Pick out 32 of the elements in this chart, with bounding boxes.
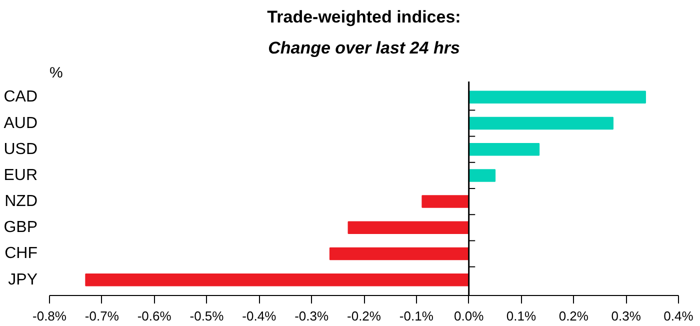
chart-title: Trade-weighted indices: — [267, 8, 461, 26]
bar — [468, 90, 646, 104]
x-tick-label: 0.4% — [664, 308, 694, 324]
x-tick-label: -0.8% — [32, 308, 67, 324]
x-tick-label: 0.3% — [611, 308, 642, 324]
chart-subtitle: Change over last 24 hrs — [268, 38, 460, 58]
x-tick-label: 0.2% — [558, 308, 589, 324]
x-tick-label: -0.2% — [347, 308, 382, 324]
x-tick-label: -0.5% — [190, 308, 224, 324]
x-tick-label: 0.1% — [506, 308, 537, 324]
bar — [348, 221, 470, 234]
x-tick-label: -0.1% — [399, 308, 434, 324]
x-tick-label: -0.6% — [137, 308, 172, 324]
y-axis-title: % — [50, 64, 63, 82]
x-tick-label: 0.0% — [454, 308, 484, 324]
y-tick-label: JPY — [8, 271, 38, 288]
bar — [85, 273, 470, 286]
y-tick-label: AUD — [4, 114, 38, 132]
bar — [468, 169, 496, 182]
bar — [422, 195, 470, 208]
y-tick-label: CAD — [4, 88, 38, 106]
bar — [329, 247, 470, 260]
x-tick-label: -0.3% — [294, 308, 330, 324]
x-tick-label: -0.4% — [242, 308, 277, 324]
bar — [468, 142, 540, 156]
bar — [468, 116, 614, 130]
y-tick-label: GBP — [4, 219, 38, 236]
y-tick-label: NZD — [4, 193, 38, 210]
y-tick-label: EUR — [4, 166, 38, 184]
x-tick-label: -0.7% — [84, 308, 120, 324]
y-tick-label: USD — [4, 140, 38, 158]
y-tick-label: CHF — [4, 245, 38, 262]
